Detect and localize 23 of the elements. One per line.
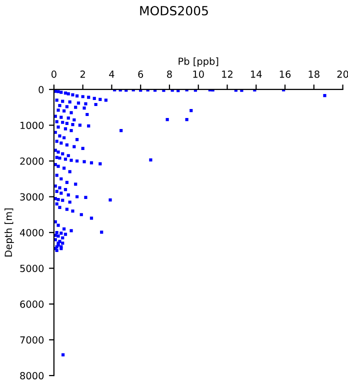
- y-tick-label: 8000: [20, 372, 44, 380]
- x-axis-title: Pb [ppb]: [178, 57, 218, 67]
- y-tick-label: 6000: [20, 300, 44, 308]
- x-tick-label: 12: [222, 70, 232, 78]
- y-tick-label: 5000: [20, 264, 44, 272]
- y-tick-label: 3000: [20, 193, 44, 201]
- y-axis-title: Depth [m]: [4, 208, 14, 256]
- x-tick-label: 8: [167, 70, 172, 78]
- chart-title: MODS2005: [140, 6, 208, 16]
- y-tick-label: 7000: [20, 336, 44, 344]
- x-tick-label: 2: [80, 70, 85, 78]
- x-tick-label: 20: [337, 70, 348, 78]
- x-tick-label: 6: [138, 70, 144, 78]
- x-tick-label: 14: [251, 70, 262, 78]
- y-tick-label: 4000: [20, 228, 44, 236]
- x-tick-label: 18: [308, 70, 320, 78]
- y-tick-label: 0: [38, 86, 44, 94]
- x-tick-label: 10: [193, 70, 204, 78]
- y-tick-label: 2000: [20, 157, 44, 165]
- x-tick-label: 0: [51, 70, 56, 78]
- x-tick-label: 4: [109, 70, 114, 78]
- y-tick-label: 1000: [20, 122, 44, 130]
- x-tick-label: 16: [280, 70, 291, 78]
